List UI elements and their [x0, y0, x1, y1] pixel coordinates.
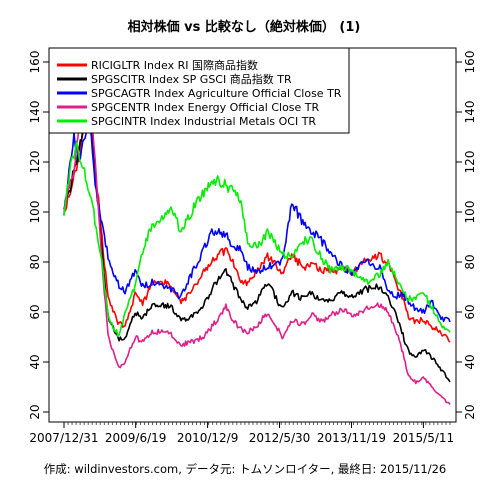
y-tick-label-left: 120 [28, 151, 42, 174]
legend-label: SPGCAGTR Index Agriculture Official Clos… [91, 87, 342, 100]
y-tick-label-right: 160 [463, 51, 477, 74]
y-tick-label-left: 40 [28, 354, 42, 369]
x-axis: 2007/12/31 2009/6/19 2010/12/9 2012/5/30 201… [29, 422, 454, 445]
chart-title: 相対株価 vs 比較なし（絶対株価） (1) [128, 19, 361, 35]
x-tick-label: 2013/11/19 [317, 431, 386, 445]
y-tick-label-right: 140 [463, 101, 477, 124]
y-axis-left: 20 40 60 80 100 120 140 160 [28, 51, 49, 420]
legend-label: SPGCENTR Index Energy Official Close TR [91, 101, 320, 114]
x-tick-label: 2010/12/9 [177, 431, 239, 445]
y-tick-label-right: 40 [463, 354, 477, 369]
y-tick-label-left: 80 [28, 254, 42, 269]
x-tick-label: 2015/5/11 [393, 431, 455, 445]
y-tick-label-right: 20 [463, 404, 477, 419]
series-line-4 [63, 74, 451, 405]
series-line-5 [63, 141, 451, 337]
series-line-2 [63, 93, 451, 383]
y-tick-label-right: 100 [463, 201, 477, 224]
legend-label: SPGCINTR Index Industrial Metals OCI TR [91, 115, 316, 128]
y-tick-label-left: 100 [28, 201, 42, 224]
series-layer [63, 74, 451, 405]
x-tick-label: 2007/12/31 [29, 431, 98, 445]
y-tick-label-right: 80 [463, 254, 477, 269]
y-tick-label-right: 60 [463, 304, 477, 319]
y-tick-label-left: 60 [28, 304, 42, 319]
x-tick-label: 2012/5/30 [249, 431, 311, 445]
y-axis-right: 20 40 60 80 100 120 140 160 [456, 51, 477, 420]
series-line-3 [63, 109, 451, 323]
legend-label: SPGSCITR Index SP GSCI 商品指数 TR [91, 72, 292, 86]
y-tick-label-left: 20 [28, 404, 42, 419]
footer-caption: 作成: wildinvestors.com, データ元: トムソンロイター, 最… [44, 462, 446, 476]
y-tick-label-left: 160 [28, 51, 42, 74]
y-tick-label-right: 120 [463, 151, 477, 174]
x-tick-label: 2009/6/19 [105, 431, 167, 445]
legend-box [48, 47, 350, 134]
y-tick-label-left: 140 [28, 101, 42, 124]
legend-label: RICIGLTR Index RI 国際商品指数 [91, 58, 258, 72]
